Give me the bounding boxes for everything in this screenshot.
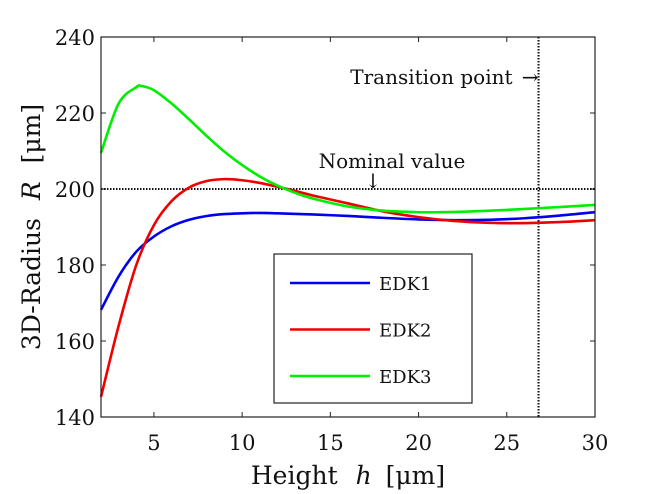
x-axis-label: Height h [μm] [251,461,445,490]
y-tick-label: 140 [55,406,95,430]
legend: EDK1 EDK2 EDK3 [273,253,473,404]
series-line-edk1 [99,210,596,311]
annotation-nominal-value: Nominal value [319,149,466,173]
x-tick-label: 20 [405,431,432,455]
y-tick-label: 180 [55,254,95,278]
y-tick-label: 200 [55,178,95,202]
y-axis-label: 3D-Radius R [μm] [17,104,46,350]
series-line-edk3 [99,84,596,214]
reference-lines [101,37,595,417]
series-lines [99,84,596,398]
legend-label-edk2: EDK2 [379,321,431,342]
legend-label-edk3: EDK3 [379,367,431,388]
y-tick-label: 160 [55,330,95,354]
tick-labels: 5 10 15 20 25 30 140 160 180 200 220 240 [55,26,608,455]
annotation-nominal-arrow: ↓ [365,169,382,193]
x-tick-label: 15 [317,431,344,455]
annotation-transition-point: Transition point [350,65,512,89]
y-tick-label: 220 [55,102,95,126]
x-tick-label: 5 [147,431,160,455]
x-tick-label: 25 [493,431,520,455]
x-tick-label: 10 [229,431,256,455]
legend-label-edk1: EDK1 [379,274,431,295]
annotation-transition-arrow: → [522,65,539,89]
y-tick-label: 240 [55,26,95,50]
x-tick-label: 30 [582,431,609,455]
plot-frame [100,36,596,418]
